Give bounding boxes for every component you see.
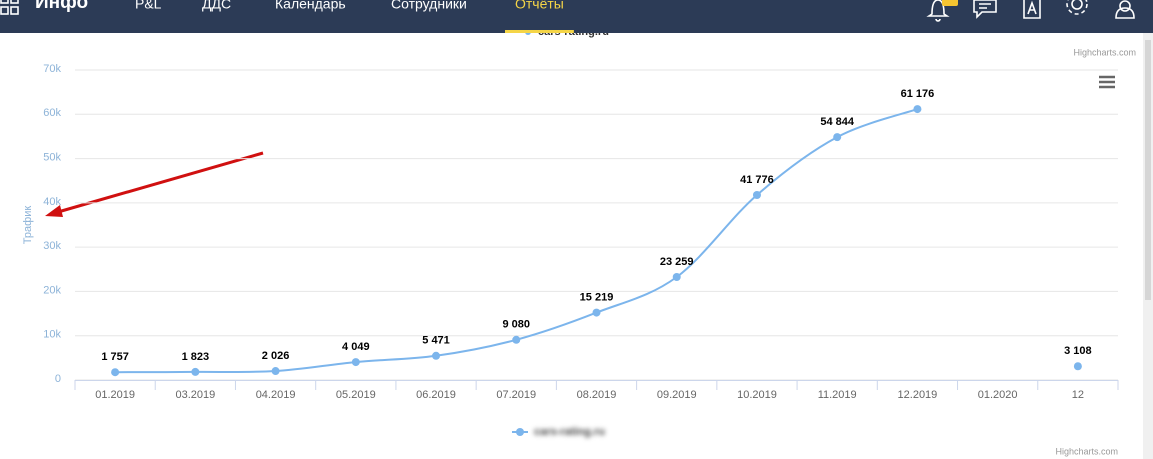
x-tick-label: 06.2019 xyxy=(416,389,456,401)
y-tick-label: 60k xyxy=(43,107,61,119)
data-label: 15 219 xyxy=(580,292,614,304)
bell-icon[interactable] xyxy=(926,0,950,22)
data-point[interactable] xyxy=(592,308,601,317)
settings-icon[interactable] xyxy=(1071,0,1083,10)
data-point[interactable] xyxy=(512,335,521,344)
nav-icons xyxy=(926,0,1135,22)
scrollbar-thumb[interactable] xyxy=(1145,40,1151,300)
notification-badge xyxy=(942,0,958,6)
x-tick-label: 09.2019 xyxy=(657,389,697,401)
data-point[interactable] xyxy=(351,358,360,367)
data-label: 1 757 xyxy=(101,351,129,363)
data-label: 61 176 xyxy=(901,88,935,100)
data-label: 4 049 xyxy=(342,341,370,353)
data-point[interactable] xyxy=(111,368,120,377)
nav-item[interactable]: Календарь xyxy=(275,0,346,12)
data-label: 54 844 xyxy=(820,116,855,128)
credits[interactable]: Highcharts.com xyxy=(1073,47,1136,57)
chat-icon[interactable] xyxy=(973,0,997,19)
data-point[interactable] xyxy=(191,367,200,376)
data-label: 41 776 xyxy=(740,174,774,186)
y-axis-title: Трафик xyxy=(22,206,34,245)
x-tick-label: 12 xyxy=(1072,389,1084,401)
data-point[interactable] xyxy=(672,272,681,281)
nav-item[interactable]: ДДС xyxy=(202,0,231,12)
data-point[interactable] xyxy=(752,190,761,199)
x-tick-label: 04.2019 xyxy=(256,389,296,401)
plot: 0 10k 20k 30k 40k 50k 60k 70k 01.2019 03.2019 04.2… xyxy=(43,63,1119,438)
document-icon[interactable] xyxy=(1023,0,1041,19)
brand[interactable]: Инфо xyxy=(35,0,88,13)
y-tick-label: 20k xyxy=(43,284,61,296)
x-tick-label: 08.2019 xyxy=(577,389,617,401)
logo[interactable] xyxy=(0,0,19,15)
y-tick-label: 40k xyxy=(43,196,61,208)
x-tick-label: 12.2019 xyxy=(898,389,938,401)
y-tick-label: 30k xyxy=(43,240,61,252)
legend-item[interactable]: cars-rating.ru xyxy=(534,426,605,438)
data-label: 2 026 xyxy=(262,350,290,362)
data-label: 5 471 xyxy=(422,335,450,347)
data-point[interactable] xyxy=(913,105,922,114)
data-point[interactable] xyxy=(833,133,842,142)
credits[interactable]: Highcharts.com xyxy=(1055,446,1118,456)
x-tick-label: 10.2019 xyxy=(737,389,777,401)
x-tick-label: 05.2019 xyxy=(336,389,376,401)
x-tick-label: 11.2019 xyxy=(818,389,857,401)
y-tick-label: 10k xyxy=(43,329,61,341)
nav-item[interactable]: P&L xyxy=(135,0,162,12)
x-tick-label: 01.2019 xyxy=(95,389,135,401)
data-point[interactable] xyxy=(432,351,441,360)
nav-items: P&L ДДС Календарь Сотрудники Отчёты xyxy=(135,0,574,33)
x-tick-label: 07.2019 xyxy=(496,389,536,401)
active-indicator xyxy=(505,30,574,33)
data-point[interactable] xyxy=(1073,362,1082,371)
data-label: 23 259 xyxy=(660,256,694,268)
user-icon[interactable] xyxy=(1115,0,1135,19)
data-label: 9 080 xyxy=(503,319,531,331)
nav-item[interactable]: Сотрудники xyxy=(391,0,467,12)
x-tick-label: 03.2019 xyxy=(175,389,215,401)
y-tick-label: 0 xyxy=(55,373,61,385)
chart-menu[interactable] xyxy=(1099,75,1115,89)
data-label: 1 823 xyxy=(182,351,210,363)
x-tick-label: 01.2020 xyxy=(978,389,1018,401)
annotation-arrow xyxy=(45,151,264,217)
data-point[interactable] xyxy=(271,367,280,376)
data-label: 3 108 xyxy=(1064,345,1092,357)
legend-marker xyxy=(516,428,524,436)
y-tick-label: 70k xyxy=(43,63,61,75)
y-tick-label: 50k xyxy=(43,151,61,163)
nav-item[interactable]: Отчёты xyxy=(515,0,564,12)
nav-bar xyxy=(0,0,1153,33)
